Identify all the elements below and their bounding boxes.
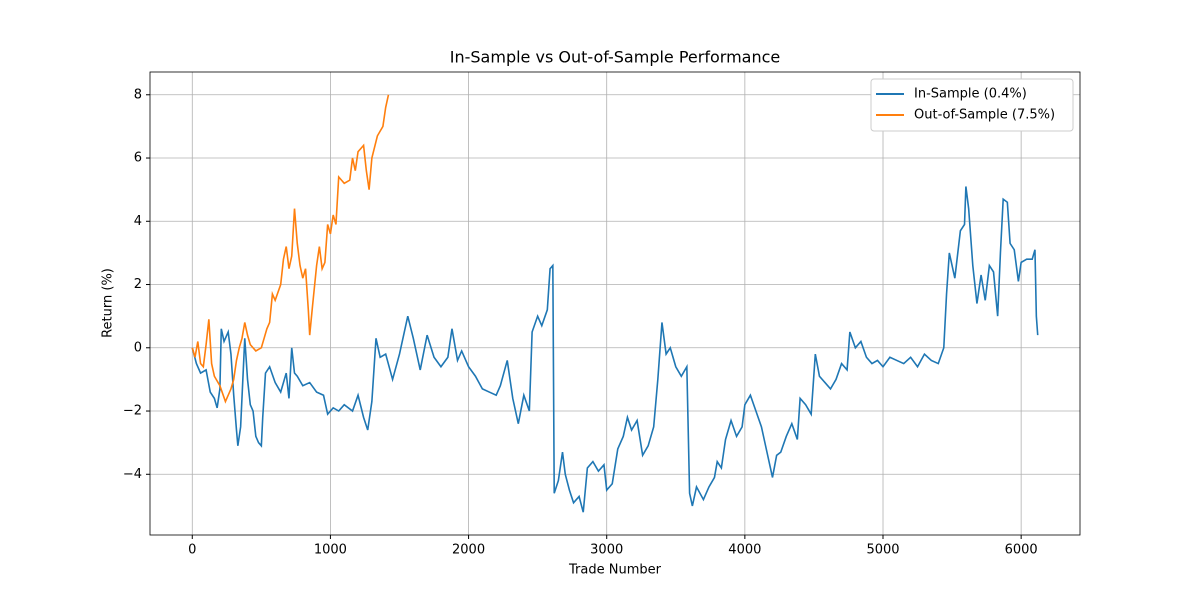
y-tick-label: −2 [123, 404, 142, 419]
chart-title: In-Sample vs Out-of-Sample Performance [450, 48, 780, 67]
legend-label: In-Sample (0.4%) [914, 87, 1027, 102]
x-tick-label: 0 [188, 543, 196, 558]
y-tick-label: 2 [134, 277, 142, 292]
plot-frame [149, 71, 1081, 536]
x-tick-label: 2000 [452, 543, 485, 558]
x-tick-label: 5000 [866, 543, 899, 558]
y-tick-label: 8 [134, 87, 142, 102]
y-tick-label: 0 [134, 340, 142, 355]
legend-box [870, 78, 1074, 132]
y-tick-label: 4 [134, 214, 142, 229]
x-tick-label: 6000 [1005, 543, 1038, 558]
x-tick-label: 1000 [314, 543, 347, 558]
y-axis-label: Return (%) [101, 268, 116, 338]
x-tick-label: 4000 [728, 543, 761, 558]
data-line [191, 186, 1039, 513]
y-tick-label: 6 [134, 151, 142, 166]
x-tick-label: 3000 [590, 543, 623, 558]
data-line [191, 94, 390, 404]
x-axis-label: Trade Number [568, 563, 662, 578]
legend-label: Out-of-Sample (7.5%) [914, 108, 1055, 123]
y-tick-label: −4 [123, 467, 142, 482]
